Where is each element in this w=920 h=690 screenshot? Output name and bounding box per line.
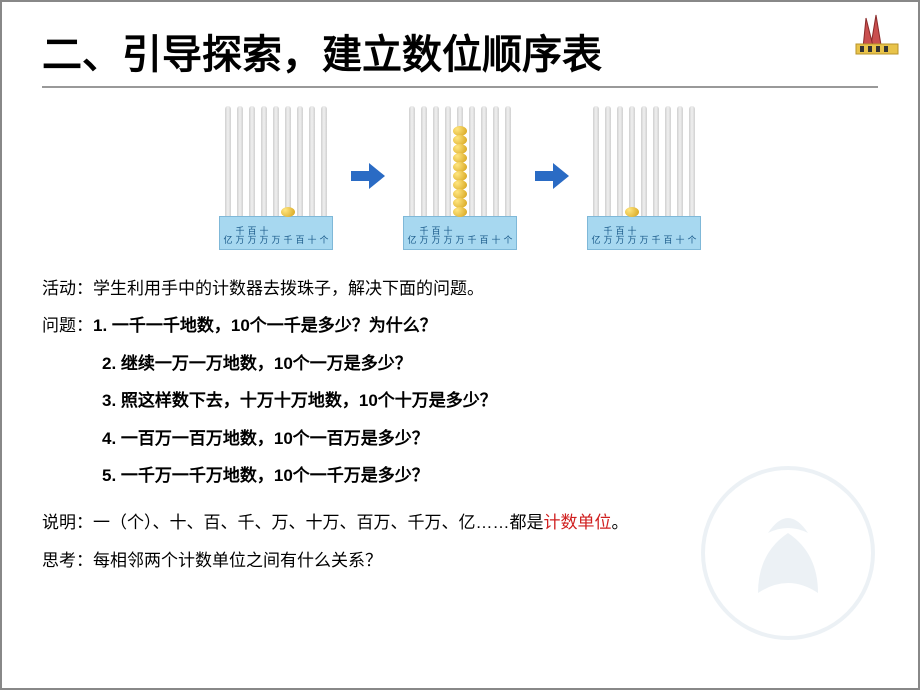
title-rule (42, 86, 878, 88)
arrow-right-icon (351, 160, 385, 197)
explain-label: 说明： (42, 513, 93, 532)
think-text: 每相邻两个计数单位之间有什么关系？ (93, 551, 382, 570)
abacus-rods (225, 106, 327, 216)
question-label: 问题： (42, 316, 93, 335)
abacus-base: 亿千万百万十万万千百十个 (219, 216, 333, 250)
abacus-base-label: 千 (466, 221, 478, 245)
abacus: 亿千万百万十万万千百十个 (403, 106, 517, 250)
abacus-rod (457, 106, 463, 216)
abacus-base-label: 十万 (626, 221, 638, 245)
abacus-base-label: 万 (454, 221, 466, 245)
abacus-rod (261, 106, 267, 216)
abacus-rod (321, 106, 327, 216)
abacus-bead (453, 207, 467, 217)
abacus-base-label: 万 (270, 221, 282, 245)
abacus-base-label: 千 (650, 221, 662, 245)
abacus-rods (593, 106, 695, 216)
abacus-rod (433, 106, 439, 216)
explain-line: 说明：一（个）、十、百、千、万、十万、百万、千万、亿……都是计数单位。 (42, 504, 878, 541)
abacus-rod (285, 106, 291, 216)
question-block: 问题：1. 一千一千地数，10个一千是多少？为什么？ 2. 继续一万一万地数，1… (42, 307, 878, 494)
abacus: 亿千万百万十万万千百十个 (219, 106, 333, 250)
abacus-base-label: 亿 (590, 221, 602, 245)
abacus-rod (469, 106, 475, 216)
abacus-rod (653, 106, 659, 216)
abacus-rod (677, 106, 683, 216)
question-2: 2. 继续一万一万地数，10个一万是多少？ (42, 345, 878, 382)
abacus-rod (617, 106, 623, 216)
abacus-rod (493, 106, 499, 216)
abacus-base-label: 十万 (258, 221, 270, 245)
abacus-base: 亿千万百万十万万千百十个 (587, 216, 701, 250)
abacus-rod (237, 106, 243, 216)
question-3: 3. 照这样数下去，十万十万地数，10个十万是多少？ (42, 382, 878, 419)
abacus: 亿千万百万十万万千百十个 (587, 106, 701, 250)
abacus-base-label: 十万 (442, 221, 454, 245)
abacus-base-label: 百 (662, 221, 674, 245)
abacus-row: 亿千万百万十万万千百十个亿千万百万十万万千百十个亿千万百万十万万千百十个 (42, 106, 878, 250)
think-line: 思考：每相邻两个计数单位之间有什么关系？ (42, 542, 878, 579)
abacus-rod (689, 106, 695, 216)
content-block: 活动：学生利用手中的计数器去拨珠子，解决下面的问题。 问题：1. 一千一千地数，… (42, 270, 878, 579)
abacus-base: 亿千万百万十万万千百十个 (403, 216, 517, 250)
abacus-rod (409, 106, 415, 216)
abacus-base-label: 亿 (222, 221, 234, 245)
abacus-bead (281, 207, 295, 217)
abacus-base-label: 千 (282, 221, 294, 245)
abacus-rod (273, 106, 279, 216)
abacus-rod (421, 106, 427, 216)
slide: 二、引导探索，建立数位顺序表 亿千万百万十万万千百十个亿千万百万十万万千百十个亿… (0, 0, 920, 690)
corner-decoration-icon (846, 10, 906, 65)
abacus-base-label: 百万 (430, 221, 442, 245)
abacus-rod (641, 106, 647, 216)
explain-after: 。 (612, 513, 629, 532)
abacus-base-label: 百 (478, 221, 490, 245)
abacus-rods (409, 106, 511, 216)
abacus-rod (665, 106, 671, 216)
abacus-rod (225, 106, 231, 216)
abacus-base-label: 十 (306, 221, 318, 245)
abacus-rod (297, 106, 303, 216)
abacus-rod (249, 106, 255, 216)
abacus-rod (629, 106, 635, 216)
abacus-base-label: 十 (674, 221, 686, 245)
abacus-bead (625, 207, 639, 217)
abacus-base-label: 千万 (602, 221, 614, 245)
question-4: 4. 一百万一百万地数，10个一百万是多少？ (42, 420, 878, 457)
abacus-base-label: 个 (318, 221, 330, 245)
abacus-base-label: 个 (686, 221, 698, 245)
abacus-rod (505, 106, 511, 216)
slide-title: 二、引导探索，建立数位顺序表 (42, 22, 878, 80)
abacus-base-label: 百万 (614, 221, 626, 245)
abacus-base-label: 十 (490, 221, 502, 245)
question-1: 1. 一千一千地数，10个一千是多少？为什么？ (93, 316, 437, 335)
explain-highlight: 计数单位 (544, 513, 612, 532)
arrow-right-icon (535, 160, 569, 197)
activity-line: 活动：学生利用手中的计数器去拨珠子，解决下面的问题。 (42, 270, 878, 307)
abacus-base-label: 万 (638, 221, 650, 245)
activity-text: 学生利用手中的计数器去拨珠子，解决下面的问题。 (93, 279, 484, 298)
abacus-base-label: 个 (502, 221, 514, 245)
abacus-rod (309, 106, 315, 216)
activity-label: 活动： (42, 279, 93, 298)
abacus-base-label: 百 (294, 221, 306, 245)
abacus-rod (605, 106, 611, 216)
abacus-rod (445, 106, 451, 216)
abacus-rod (593, 106, 599, 216)
abacus-base-label: 千万 (234, 221, 246, 245)
abacus-base-label: 千万 (418, 221, 430, 245)
think-label: 思考： (42, 551, 93, 570)
question-line-1: 问题：1. 一千一千地数，10个一千是多少？为什么？ (42, 307, 878, 344)
question-5: 5. 一千万一千万地数，10个一千万是多少？ (42, 457, 878, 494)
abacus-base-label: 百万 (246, 221, 258, 245)
explain-before: 一（个）、十、百、千、万、十万、百万、千万、亿……都是 (93, 513, 544, 532)
abacus-rod (481, 106, 487, 216)
abacus-base-label: 亿 (406, 221, 418, 245)
